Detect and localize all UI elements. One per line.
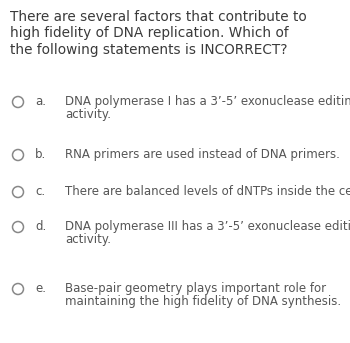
Text: activity.: activity. (65, 233, 111, 246)
Text: high fidelity of DNA replication. Which of: high fidelity of DNA replication. Which … (10, 26, 289, 40)
Text: Base-pair geometry plays important role for: Base-pair geometry plays important role … (65, 282, 326, 295)
Text: DNA polymerase III has a 3’-5’ exonuclease editing: DNA polymerase III has a 3’-5’ exonuclea… (65, 220, 350, 233)
Text: the following statements is INCORRECT?: the following statements is INCORRECT? (10, 43, 287, 57)
Text: There are balanced levels of dNTPs inside the cell.: There are balanced levels of dNTPs insid… (65, 185, 350, 198)
Text: There are several factors that contribute to: There are several factors that contribut… (10, 10, 307, 24)
Text: maintaining the high fidelity of DNA synthesis.: maintaining the high fidelity of DNA syn… (65, 295, 341, 308)
Text: a.: a. (35, 95, 46, 108)
Text: e.: e. (35, 282, 46, 295)
Text: c.: c. (35, 185, 45, 198)
Text: DNA polymerase I has a 3’-5’ exonuclease editing: DNA polymerase I has a 3’-5’ exonuclease… (65, 95, 350, 108)
Text: activity.: activity. (65, 108, 111, 121)
Text: b.: b. (35, 148, 46, 161)
Text: RNA primers are used instead of DNA primers.: RNA primers are used instead of DNA prim… (65, 148, 340, 161)
Text: d.: d. (35, 220, 46, 233)
